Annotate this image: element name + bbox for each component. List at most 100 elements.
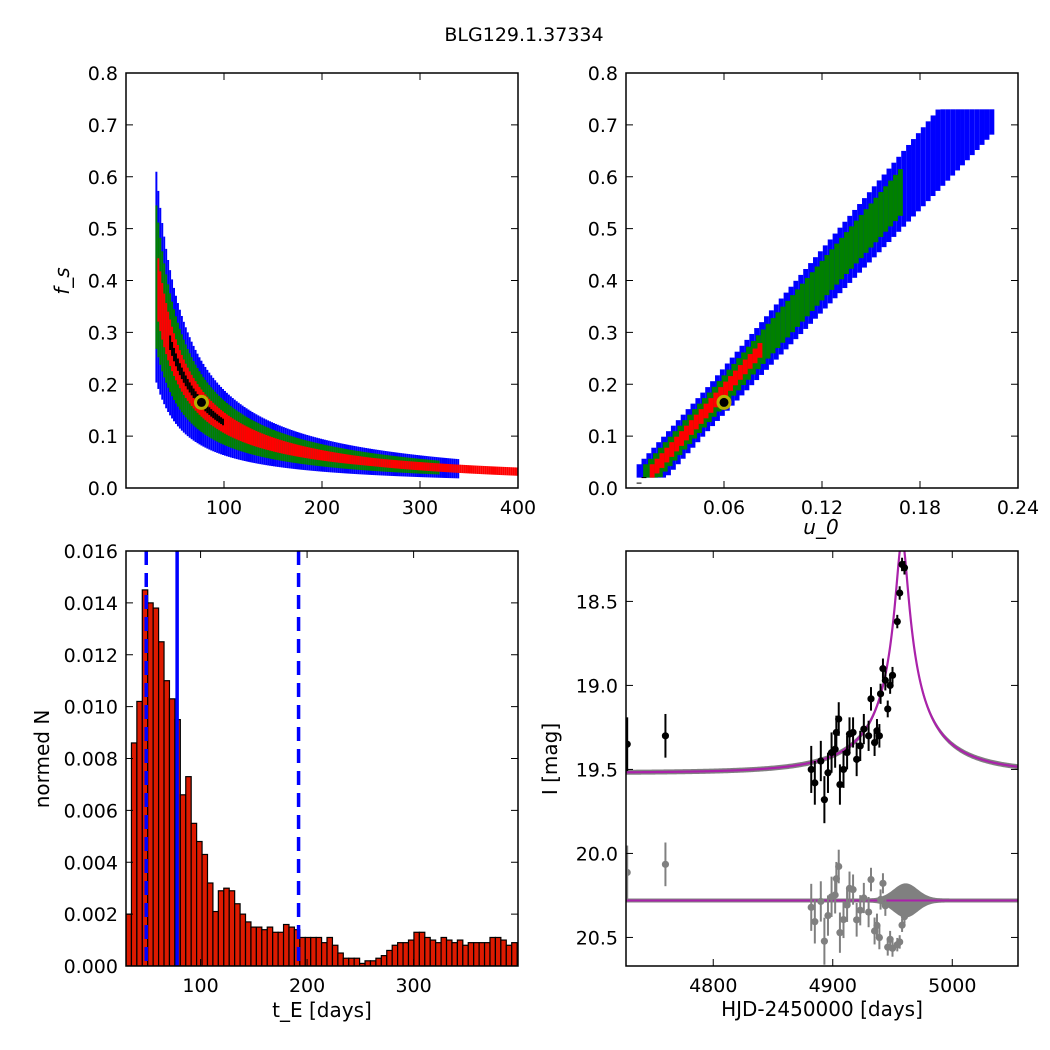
histogram-bar xyxy=(402,942,410,966)
data-point xyxy=(865,732,873,740)
posterior-cell-1-sigma xyxy=(259,432,262,448)
posterior-cell-best xyxy=(173,347,175,362)
posterior-cell-1-sigma xyxy=(273,437,275,452)
posterior-cell-1-sigma xyxy=(433,463,436,472)
posterior-cell-1-sigma xyxy=(325,451,328,462)
posterior-cell-1-sigma xyxy=(351,455,354,465)
histogram-bar xyxy=(201,853,209,966)
posterior-cell-1-sigma xyxy=(257,431,260,448)
posterior-cell-1-sigma xyxy=(435,463,438,472)
posterior-cell-2-sigma xyxy=(155,205,158,349)
y-tick-label: 0.5 xyxy=(588,219,618,241)
posterior-cell-1-sigma xyxy=(718,387,724,402)
posterior-cell-1-sigma xyxy=(308,447,311,459)
x-tick-label: 0.24 xyxy=(997,497,1039,519)
histogram-bar xyxy=(462,944,469,966)
residual-point xyxy=(856,906,864,914)
posterior-cell-2-sigma xyxy=(878,192,884,237)
histogram-bar xyxy=(511,942,518,966)
posterior-cell-1-sigma xyxy=(659,453,665,468)
y-tick-label: 0.0 xyxy=(88,478,118,500)
posterior-cell-1-sigma xyxy=(363,456,366,466)
posterior-cell-1-sigma xyxy=(331,452,334,462)
posterior-cell-1-sigma xyxy=(269,436,272,451)
posterior-cell-2-sigma xyxy=(795,289,800,327)
posterior-cell-2-sigma xyxy=(809,272,815,312)
posterior-cell-1-sigma xyxy=(343,453,346,464)
residual-point xyxy=(831,891,839,899)
residual-point xyxy=(820,937,828,945)
data-point xyxy=(853,755,861,763)
posterior-cell-1-sigma xyxy=(512,467,515,476)
histogram-bar xyxy=(244,921,252,966)
histogram-bar xyxy=(326,936,334,966)
histogram-bar xyxy=(364,960,372,966)
posterior-cell-3-sigma xyxy=(950,109,956,176)
posterior-cell-2-sigma xyxy=(897,169,903,216)
histogram-bar xyxy=(136,700,143,966)
posterior-cell-1-sigma xyxy=(371,457,373,467)
posterior-cell-3-sigma xyxy=(911,139,916,217)
posterior-cell-1-sigma xyxy=(728,376,733,391)
posterior-cell-best xyxy=(188,382,191,393)
residual-point xyxy=(876,895,885,904)
posterior-cell-1-sigma xyxy=(496,466,499,475)
data-point xyxy=(839,765,848,774)
posterior-cell-2-sigma xyxy=(883,186,889,232)
posterior-cell-1-sigma xyxy=(294,444,297,457)
posterior-cell-1-sigma xyxy=(476,465,479,474)
histogram-bar xyxy=(505,944,513,966)
posterior-cell-1-sigma xyxy=(394,460,397,469)
posterior-cell-1-sigma xyxy=(329,451,332,462)
posterior-cell-1-sigma xyxy=(386,459,389,468)
posterior-cell-best xyxy=(176,358,179,371)
posterior-cell-best xyxy=(210,409,213,417)
posterior-cell-1-sigma xyxy=(247,427,250,445)
histogram-bar xyxy=(168,698,176,966)
posterior-cell-2-sigma xyxy=(643,464,649,478)
y-tick-label: 19.0 xyxy=(576,675,618,697)
data-point xyxy=(893,617,901,626)
posterior-cell-3-sigma xyxy=(925,121,931,202)
y-tick-label: 0.016 xyxy=(64,541,118,563)
posterior-cell-1-sigma xyxy=(310,447,313,459)
posterior-cell-1-sigma xyxy=(472,465,475,474)
posterior-cell-1-sigma xyxy=(167,311,170,361)
data-point xyxy=(896,589,904,597)
posterior-cell-1-sigma xyxy=(365,457,368,466)
posterior-cell-best xyxy=(171,341,174,356)
posterior-cell-1-sigma xyxy=(322,450,324,461)
histogram-bar xyxy=(255,926,263,966)
posterior-cell-1-sigma xyxy=(698,409,704,424)
histogram-bar xyxy=(288,926,296,966)
posterior-cell-1-sigma xyxy=(274,438,277,453)
y-tick-label: 0.6 xyxy=(588,167,618,189)
histogram-bar xyxy=(277,931,285,966)
posterior-cell-1-sigma xyxy=(396,460,399,469)
panel-fs-vs-u0: 0.06 0.12 0.18 0.24 0.0 0.1 0.2 0.3 0.4 0.5 0.6 0.7… xyxy=(588,63,1039,539)
posterior-cell-best xyxy=(186,379,189,390)
histogram-bar xyxy=(369,960,377,966)
posterior-cell-1-sigma xyxy=(500,466,503,476)
posterior-cell-2-sigma xyxy=(819,260,825,301)
posterior-cell-2-sigma xyxy=(765,323,771,359)
histogram-bar xyxy=(196,840,203,966)
posterior-cell-1-sigma xyxy=(420,462,422,471)
histogram-bar xyxy=(413,931,420,966)
posterior-cell-1-sigma xyxy=(390,459,393,469)
posterior-cell-2-sigma xyxy=(873,197,879,243)
posterior-cell-1-sigma xyxy=(674,436,680,452)
posterior-cell-1-sigma xyxy=(478,465,481,475)
posterior-cell-1-sigma xyxy=(165,303,168,355)
posterior-cell-1-sigma xyxy=(337,453,340,463)
residual-point xyxy=(839,915,848,924)
posterior-cell-1-sigma xyxy=(516,467,518,476)
data-point xyxy=(824,769,832,777)
y-tick-label: 0.2 xyxy=(588,374,618,396)
histogram-bar xyxy=(435,942,442,966)
histogram-bar xyxy=(282,923,290,966)
data-point xyxy=(811,779,819,787)
x-tick-label: 0.18 xyxy=(899,497,941,519)
posterior-cell-1-sigma xyxy=(304,446,307,458)
posterior-cell-1-sigma xyxy=(683,425,689,441)
